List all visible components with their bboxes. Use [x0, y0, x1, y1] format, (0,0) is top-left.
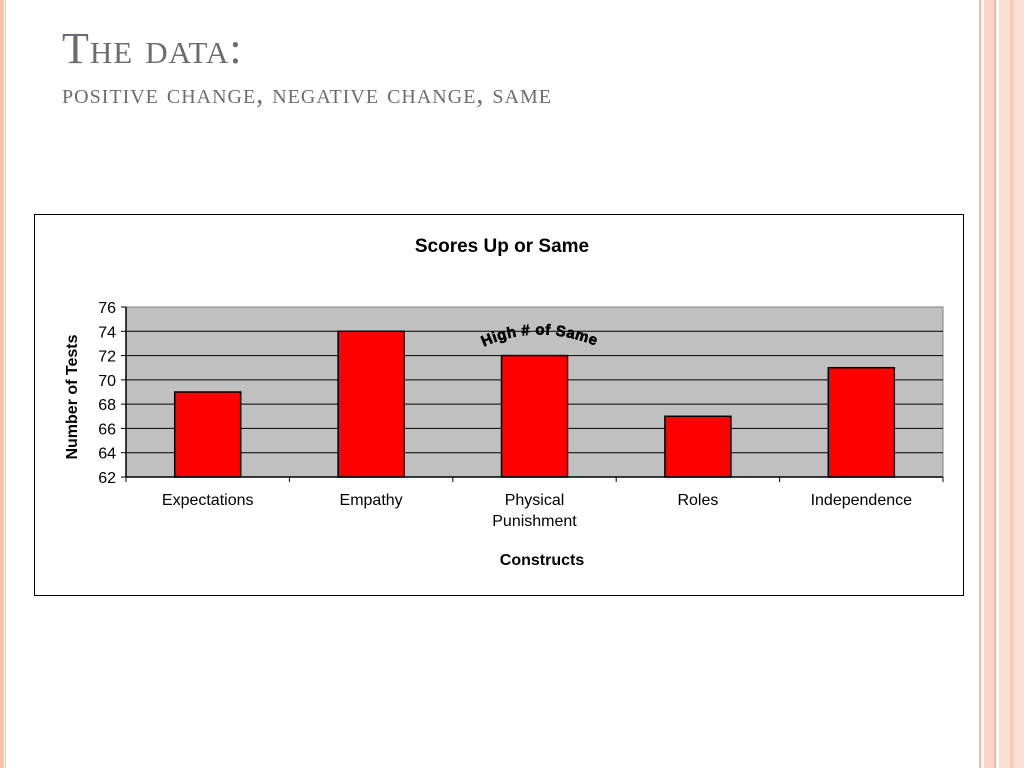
chart-title: Scores Up or Same — [415, 236, 589, 257]
x-axis-label: Constructs — [500, 552, 585, 569]
y-tick-label: 66 — [98, 421, 116, 438]
y-tick-label: 68 — [98, 397, 116, 414]
x-tick-label: Roles — [677, 492, 718, 509]
x-tick-label: Physical Punishment — [492, 492, 577, 530]
y-tick-label: 74 — [98, 324, 116, 341]
y-tick-label: 62 — [98, 470, 116, 487]
slide-title: The data: — [62, 24, 243, 73]
bar — [500, 354, 569, 478]
axes — [125, 307, 943, 478]
bar-chart: Scores Up or Same 62 64 66 68 70 72 74 76 Expec… — [64, 236, 944, 569]
right-accent-stripe — [979, 0, 981, 768]
y-tick-label: 76 — [98, 300, 116, 317]
x-tick-label: Empathy — [340, 492, 403, 509]
bars — [173, 330, 896, 478]
chart-frame: Scores Up or Same 62 64 66 68 70 72 74 76 Expec… — [34, 214, 964, 596]
bar — [337, 330, 405, 478]
right-accent-stripe — [994, 0, 996, 768]
x-tick-label: Expectations — [162, 492, 254, 509]
bar — [827, 366, 896, 478]
y-tick-label: 70 — [98, 373, 116, 390]
y-tick-label: 72 — [98, 349, 116, 366]
x-axis-ticks: Expectations Empathy Physical Punishment Rol… — [125, 477, 944, 530]
left-accent-stripe — [0, 0, 6, 768]
y-axis-ticks: 62 64 66 68 70 72 74 76 — [98, 300, 126, 487]
slide-subtitle: positive change, negative change, same — [62, 79, 552, 110]
right-accent-stripe — [1010, 0, 1013, 768]
y-axis-label: Number of Tests — [64, 334, 81, 459]
bar — [173, 391, 242, 478]
x-tick-label: Independence — [811, 492, 913, 509]
bar — [664, 415, 732, 478]
y-tick-label: 64 — [98, 446, 116, 463]
right-accent-stripe — [984, 0, 994, 768]
